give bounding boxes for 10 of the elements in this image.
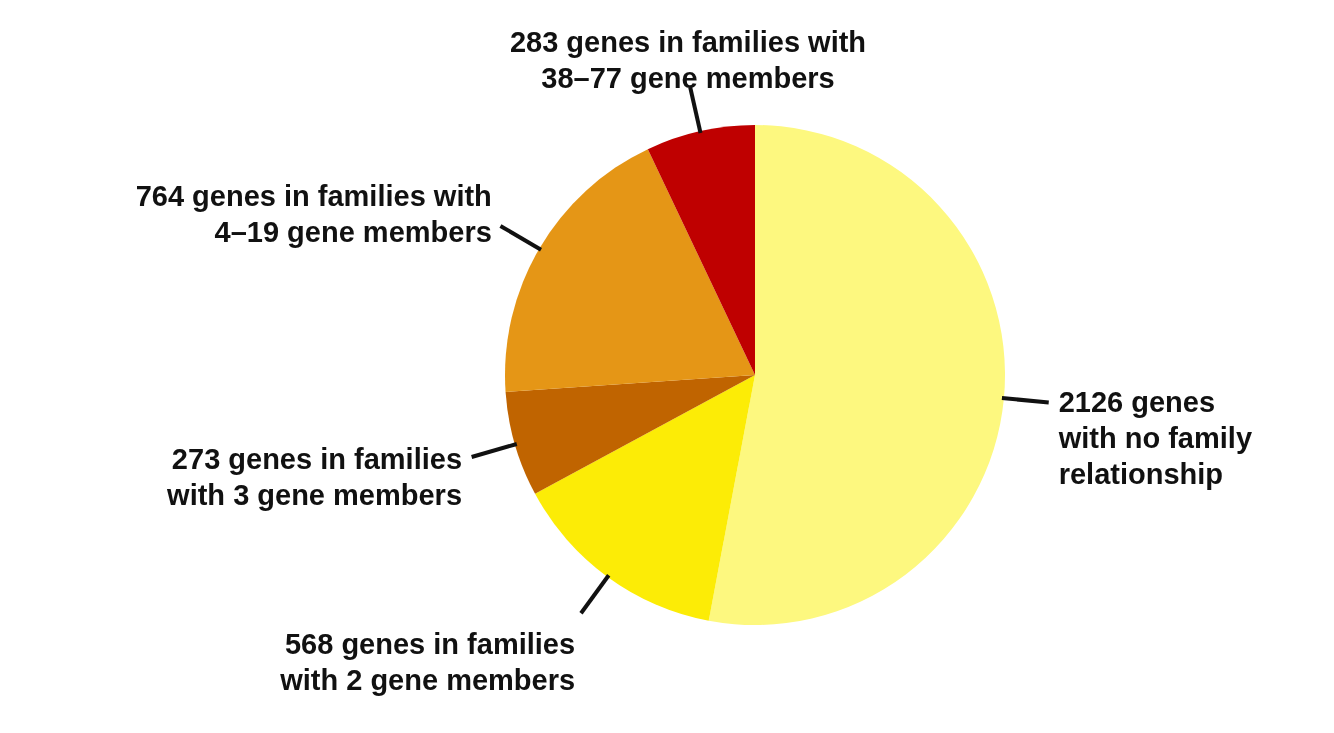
pie-slice bbox=[535, 375, 755, 621]
pie-slice bbox=[505, 149, 755, 393]
slice-label: 273 genes in families with 3 gene members bbox=[166, 442, 463, 511]
slice-label: 283 genes in families with 38–77 gene members bbox=[509, 26, 867, 95]
slice-label: 764 genes in families with 4–19 gene members bbox=[135, 179, 492, 248]
slice-label: 568 genes in families with 2 gene members bbox=[279, 628, 576, 697]
pie-slice bbox=[505, 375, 755, 494]
slice-label: 2126 genes with no family relationship bbox=[1057, 386, 1253, 491]
pie-slice bbox=[708, 125, 1005, 625]
pie-slice bbox=[647, 125, 755, 375]
